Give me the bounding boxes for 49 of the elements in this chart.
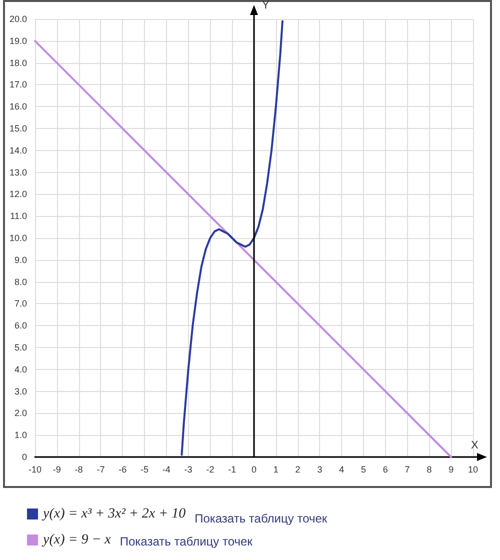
y-tick-label: 1.0 xyxy=(14,430,27,440)
y-tick-label: 12.0 xyxy=(9,189,27,200)
y-tick-label: 9.0 xyxy=(14,254,27,265)
y-tick-label: 6.0 xyxy=(14,320,27,331)
y-axis-title: Y xyxy=(262,0,270,12)
x-tick-label: -8 xyxy=(74,464,83,474)
y-tick-label: 14.0 xyxy=(9,145,27,156)
y-tick-label: 10.0 xyxy=(9,233,27,243)
x-tick-label: 5 xyxy=(360,464,366,474)
x-tick-label: 0 xyxy=(251,464,257,474)
x-tick-label: -1 xyxy=(228,464,236,474)
text: Показать таблицу точек xyxy=(120,534,254,548)
y-tick-label: 17.0 xyxy=(9,80,27,90)
x-axis-title: X xyxy=(471,440,479,452)
x-tick-label: -10 xyxy=(28,464,42,474)
x-tick-label: 7 xyxy=(404,464,410,474)
text: Показать таблицу точек xyxy=(194,512,328,526)
y-tick-label: 3.0 xyxy=(14,386,27,396)
x-tick-label: -6 xyxy=(118,464,127,474)
y-tick-label: 0 xyxy=(22,452,27,462)
x-tick-label: 9 xyxy=(448,464,454,474)
y-tick-label: 4.0 xyxy=(14,364,27,374)
x-tick-label: -5 xyxy=(140,464,149,474)
y-tick-label: 19.0 xyxy=(9,36,27,46)
legend-label: y(x) = x³ + 3x² + 2x + 10 xyxy=(41,506,186,522)
y-tick-label: 7.0 xyxy=(14,298,27,309)
y-tick-label: 11.0 xyxy=(10,211,27,222)
x-tick-label: -4 xyxy=(162,464,170,474)
x-tick-label: 4 xyxy=(339,464,344,474)
y-tick-label: 20.0 xyxy=(9,14,27,24)
y-tick-label: 15.0 xyxy=(9,124,27,134)
x-tick-label: -2 xyxy=(206,464,214,474)
x-tick-label: 6 xyxy=(382,464,388,474)
y-tick-label: 8.0 xyxy=(14,276,27,287)
y-tick-label: 13.0 xyxy=(9,167,27,178)
x-tick-label: 3 xyxy=(317,464,322,474)
y-tick-label: 2.0 xyxy=(14,408,27,418)
line-series xyxy=(180,20,284,456)
y-tick-label: 18.0 xyxy=(9,58,27,68)
x-tick-label: -9 xyxy=(52,464,61,474)
x-tick-label: 1 xyxy=(273,464,278,474)
y-tick-label: 16.0 xyxy=(9,102,27,112)
x-tick-label: -3 xyxy=(184,464,192,474)
x-tick-label: 8 xyxy=(426,464,432,474)
x-tick-label: 2 xyxy=(295,464,300,474)
x-tick-label: -7 xyxy=(96,464,105,474)
x-tick-label: 10 xyxy=(468,464,478,474)
y-tick-label: 5.0 xyxy=(14,342,27,352)
legend-label: y(x) = 9 − x xyxy=(41,532,112,548)
